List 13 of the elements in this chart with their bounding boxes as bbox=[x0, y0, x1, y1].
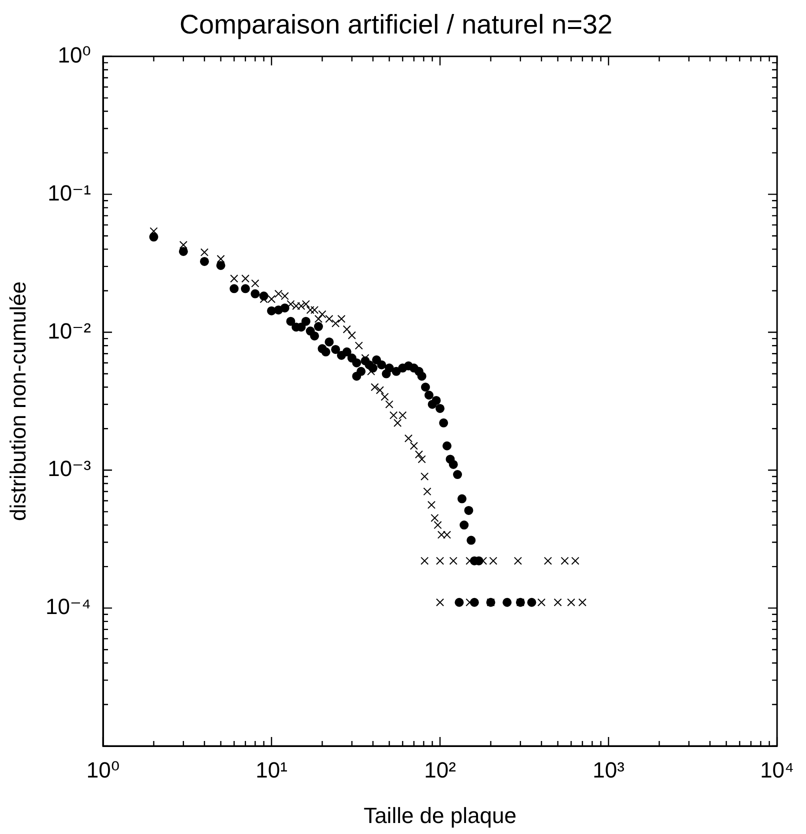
chart-title: Comparaison artificiel / naturel n=32 bbox=[180, 10, 612, 40]
y-tick-label: 10⁻² bbox=[48, 318, 91, 344]
x-tick-label: 10¹ bbox=[256, 757, 288, 782]
x-tick-label: 10² bbox=[424, 757, 456, 782]
x-tick-label: 10⁴ bbox=[760, 757, 794, 782]
x-axis-title: Taille de plaque bbox=[364, 802, 516, 828]
y-tick-label: 10⁻¹ bbox=[48, 180, 91, 206]
y-tick-label: 10⁰ bbox=[58, 42, 92, 68]
x-tick-label: 10⁰ bbox=[86, 757, 120, 782]
y-tick-label: 10⁻³ bbox=[48, 456, 91, 482]
y-tick-label: 10⁻⁴ bbox=[45, 594, 91, 620]
y-axis-title: distribution non-cumulée bbox=[5, 281, 30, 522]
x-tick-label: 10³ bbox=[592, 757, 624, 782]
